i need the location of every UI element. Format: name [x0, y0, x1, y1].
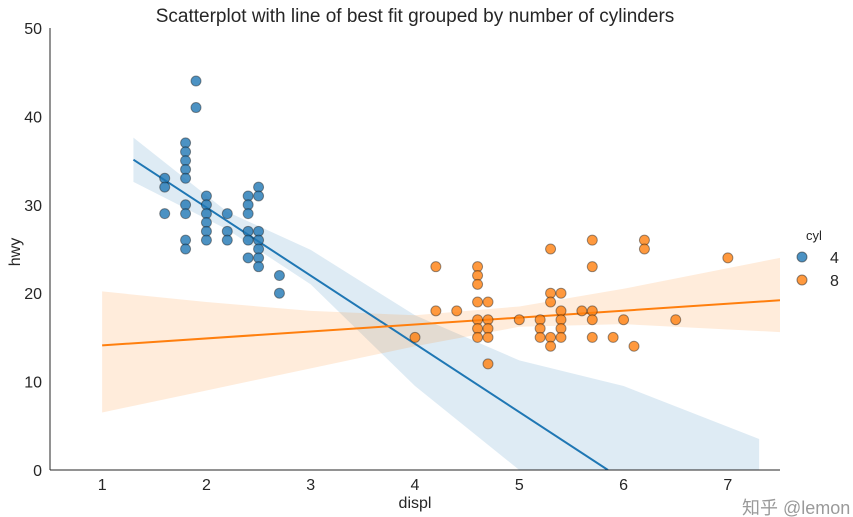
- data-point-4: [159, 181, 171, 193]
- data-point-8: [545, 296, 557, 308]
- y-tick-label: 40: [24, 109, 42, 126]
- x-tick-label: 5: [515, 477, 524, 494]
- data-point-8: [451, 305, 463, 317]
- data-point-8: [555, 287, 567, 299]
- x-tick-label: 7: [723, 477, 732, 494]
- y-tick-label: 30: [24, 198, 42, 215]
- data-point-4: [253, 190, 265, 202]
- data-point-8: [545, 340, 557, 352]
- data-point-8: [722, 252, 734, 264]
- y-tick-label: 50: [24, 21, 42, 38]
- data-point-8: [670, 314, 682, 326]
- y-tick-label: 0: [33, 463, 42, 480]
- data-point-4: [200, 234, 212, 246]
- data-point-8: [534, 331, 546, 343]
- data-point-4: [221, 234, 233, 246]
- fit-line-4: [132, 158, 609, 470]
- legend-label-8: 8: [830, 273, 839, 290]
- y-axis-label: hwy: [7, 238, 24, 266]
- x-tick-label: 1: [98, 477, 107, 494]
- x-tick-label: 4: [411, 477, 420, 494]
- data-point-4: [190, 102, 202, 114]
- x-tick-label: 2: [202, 477, 211, 494]
- data-point-8: [430, 261, 442, 273]
- confidence-band-8: [102, 257, 780, 413]
- data-point-8: [482, 296, 494, 308]
- x-tick-label: 3: [306, 477, 315, 494]
- data-point-8: [472, 296, 484, 308]
- data-point-8: [628, 340, 640, 352]
- fit-line-8: [102, 299, 780, 347]
- data-point-8: [482, 358, 494, 370]
- data-point-4: [242, 252, 254, 264]
- watermark: 知乎 @lemon: [742, 498, 850, 517]
- y-tick-label: 10: [24, 375, 42, 392]
- data-point-4: [159, 208, 171, 220]
- confidence-band-4: [133, 137, 760, 470]
- data-point-4: [253, 261, 265, 273]
- data-point-8: [513, 314, 525, 326]
- data-point-8: [482, 331, 494, 343]
- data-point-8: [576, 305, 588, 317]
- data-point-8: [472, 331, 484, 343]
- data-point-8: [555, 331, 567, 343]
- legend: cyl 4 8: [796, 228, 839, 290]
- legend-marker-8: [796, 274, 808, 286]
- y-tick-label: 20: [24, 286, 42, 303]
- data-point-4: [180, 243, 192, 255]
- data-point-8: [472, 278, 484, 290]
- legend-marker-4: [796, 251, 808, 263]
- data-point-8: [430, 305, 442, 317]
- data-point-8: [409, 331, 421, 343]
- legend-label-4: 4: [830, 250, 839, 267]
- data-point-8: [586, 234, 598, 246]
- data-point-4: [180, 172, 192, 184]
- chart-title: Scatterplot with line of best fit groupe…: [156, 6, 675, 27]
- data-point-8: [586, 331, 598, 343]
- data-point-8: [638, 243, 650, 255]
- x-tick-label: 6: [619, 477, 628, 494]
- legend-title: cyl: [806, 228, 822, 243]
- data-point-4: [190, 75, 202, 87]
- data-point-4: [273, 287, 285, 299]
- data-point-8: [545, 243, 557, 255]
- data-point-4: [242, 234, 254, 246]
- data-point-8: [586, 314, 598, 326]
- x-axis-label: displ: [399, 495, 432, 512]
- data-point-4: [180, 208, 192, 220]
- data-point-8: [586, 261, 598, 273]
- data-point-8: [607, 331, 619, 343]
- data-point-4: [242, 208, 254, 220]
- data-point-8: [618, 314, 630, 326]
- data-point-4: [273, 270, 285, 282]
- data-point-4: [221, 208, 233, 220]
